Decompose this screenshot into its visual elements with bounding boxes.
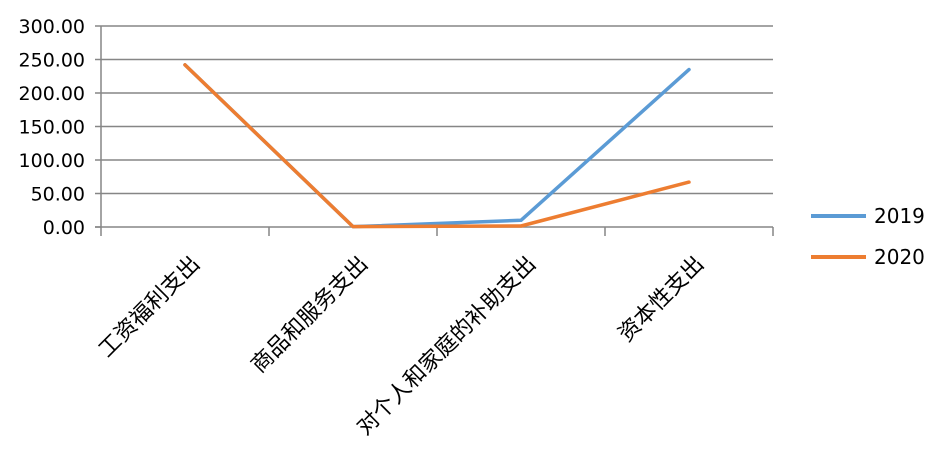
axes (95, 26, 773, 236)
legend: 2019 2020 (811, 204, 925, 269)
x-category-label: 对个人和家庭的补助支出 (352, 252, 541, 441)
series-line-2020 (185, 65, 689, 227)
legend-label: 2020 (874, 245, 925, 269)
legend-label: 2019 (874, 204, 925, 228)
y-tick-label: 100.00 (19, 150, 85, 172)
gridlines (101, 26, 773, 194)
y-tick-label: 250.00 (19, 50, 85, 72)
x-category-label: 资本性支出 (614, 252, 709, 347)
y-tick-label: 200.00 (19, 83, 85, 105)
series-lines (185, 65, 689, 227)
y-tick-label: 300.00 (19, 16, 85, 38)
y-tick-label: 0.00 (43, 217, 85, 239)
y-tick-labels: 0.00 50.00 100.00 150.00 200.00 250.00 300.00 (19, 16, 85, 239)
x-category-label: 商品和服务支出 (247, 252, 374, 379)
y-tick-label: 50.00 (31, 184, 85, 206)
x-tick-labels: 工资福利支出商品和服务支出对个人和家庭的补助支出资本性支出 (94, 252, 709, 441)
x-category-label: 工资福利支出 (94, 252, 205, 363)
y-tick-label: 150.00 (19, 117, 85, 139)
